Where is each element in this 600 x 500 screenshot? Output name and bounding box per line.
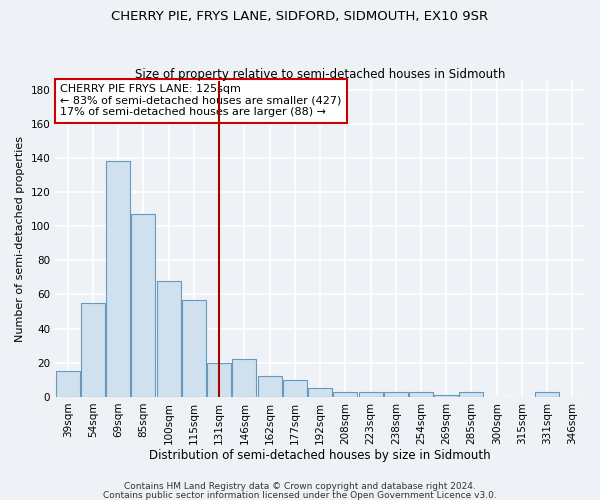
Bar xyxy=(308,388,332,397)
Text: CHERRY PIE FRYS LANE: 125sqm
← 83% of semi-detached houses are smaller (427)
17%: CHERRY PIE FRYS LANE: 125sqm ← 83% of se… xyxy=(61,84,342,117)
Bar xyxy=(359,392,383,397)
Bar xyxy=(334,392,357,397)
Bar xyxy=(207,363,231,397)
Bar xyxy=(232,360,256,397)
Bar xyxy=(535,392,559,397)
Bar xyxy=(434,396,458,397)
Bar xyxy=(257,376,281,397)
Text: CHERRY PIE, FRYS LANE, SIDFORD, SIDMOUTH, EX10 9SR: CHERRY PIE, FRYS LANE, SIDFORD, SIDMOUTH… xyxy=(112,10,488,23)
Bar xyxy=(460,392,484,397)
Text: Contains public sector information licensed under the Open Government Licence v3: Contains public sector information licen… xyxy=(103,490,497,500)
Text: Contains HM Land Registry data © Crown copyright and database right 2024.: Contains HM Land Registry data © Crown c… xyxy=(124,482,476,491)
Bar xyxy=(157,281,181,397)
Title: Size of property relative to semi-detached houses in Sidmouth: Size of property relative to semi-detach… xyxy=(135,68,505,81)
Bar xyxy=(56,372,80,397)
Bar xyxy=(409,392,433,397)
Bar xyxy=(131,214,155,397)
Y-axis label: Number of semi-detached properties: Number of semi-detached properties xyxy=(15,136,25,342)
Bar xyxy=(81,303,105,397)
Bar xyxy=(182,300,206,397)
Bar xyxy=(384,392,408,397)
Bar xyxy=(283,380,307,397)
X-axis label: Distribution of semi-detached houses by size in Sidmouth: Distribution of semi-detached houses by … xyxy=(149,450,491,462)
Bar xyxy=(106,162,130,397)
